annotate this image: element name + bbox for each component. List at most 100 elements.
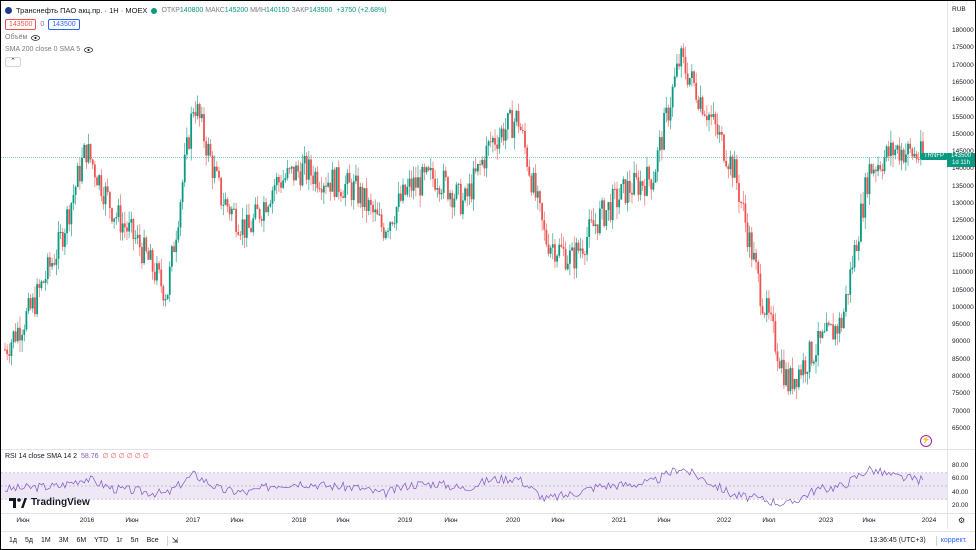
- lightning-icon[interactable]: ⚡: [920, 435, 932, 447]
- candle: [85, 144, 88, 169]
- timeframe-button[interactable]: Все: [146, 537, 159, 544]
- clock[interactable]: 13:36:45 (UTC+3): [869, 537, 926, 544]
- collapse-legend-button[interactable]: ⌃: [5, 57, 21, 67]
- rsi-chart[interactable]: [1, 449, 947, 513]
- rsi-line: [4, 465, 924, 507]
- candle: [872, 163, 875, 177]
- candle: [695, 72, 698, 104]
- candle: [622, 176, 625, 194]
- candle: [185, 127, 188, 160]
- candle: [536, 185, 539, 210]
- candle: [673, 67, 676, 89]
- candle: [699, 85, 702, 113]
- candle: [643, 178, 646, 206]
- timeframe-button[interactable]: 1д: [9, 537, 17, 544]
- candle: [25, 307, 28, 332]
- candle: [333, 167, 336, 201]
- candle: [327, 172, 330, 188]
- candle: [487, 139, 490, 157]
- candle: [126, 221, 128, 241]
- pane-divider[interactable]: [1, 449, 975, 450]
- time-tick-label: 2018: [291, 517, 307, 524]
- candle: [513, 118, 516, 150]
- candle: [652, 171, 655, 192]
- candle: [573, 236, 576, 279]
- candle: [318, 181, 321, 192]
- rsi-axis[interactable]: 80.00 60.00 40.00 20.00: [947, 449, 975, 513]
- rsi-label[interactable]: RSI 14 close SMA 14 2: [5, 452, 77, 460]
- candle: [701, 95, 704, 116]
- candle: [849, 261, 852, 303]
- candle: [230, 206, 233, 222]
- sell-button[interactable]: 143500: [5, 19, 37, 30]
- candle: [613, 182, 616, 200]
- time-axis[interactable]: Июн 2016 Июн 2017 Июн 2018 Июн 2019 Июн 2020 Июн 20…: [1, 513, 947, 529]
- currency-label[interactable]: RUB: [952, 6, 966, 13]
- candle: [635, 163, 638, 181]
- candle: [160, 258, 163, 294]
- candle: [776, 343, 779, 372]
- tradingview-watermark[interactable]: TradingView: [9, 497, 90, 508]
- candle: [549, 245, 552, 258]
- candle: [123, 211, 126, 239]
- candle: [624, 179, 627, 206]
- price-chart[interactable]: [1, 1, 947, 449]
- candle: [697, 95, 700, 111]
- candle: [556, 253, 558, 268]
- candle: [633, 161, 636, 196]
- candle: [494, 129, 496, 152]
- candle: [192, 107, 195, 118]
- timeframe-button[interactable]: 3М: [58, 537, 69, 544]
- candle: [738, 174, 740, 214]
- candle: [800, 364, 802, 379]
- toolbar-divider: [935, 535, 937, 546]
- candle: [676, 54, 678, 79]
- symbol-title[interactable]: Транснефть ПАО акц.пр. · 1Н · MOEX: [16, 6, 148, 15]
- timeframe-button[interactable]: 1г: [116, 537, 123, 544]
- candle: [543, 211, 546, 241]
- gear-icon[interactable]: ⚙: [958, 516, 966, 525]
- candle: [560, 233, 563, 248]
- candle: [265, 197, 267, 214]
- volume-label[interactable]: Объём: [5, 34, 28, 41]
- time-tick-label: 2019: [397, 517, 413, 524]
- price-tick-label: 175000: [952, 44, 974, 52]
- eye-icon[interactable]: [84, 46, 94, 53]
- candle: [605, 209, 608, 231]
- candle: [284, 173, 287, 184]
- timeframe-button[interactable]: 5д: [24, 537, 33, 544]
- timeframe-button[interactable]: 6М: [76, 537, 87, 544]
- candle: [783, 349, 785, 389]
- eye-icon[interactable]: [31, 34, 41, 41]
- candle: [374, 199, 377, 222]
- timeframe-button[interactable]: YTD: [94, 537, 109, 544]
- buy-button[interactable]: 143500: [48, 19, 80, 30]
- candle: [787, 362, 790, 396]
- candle: [136, 225, 139, 245]
- candle: [735, 154, 738, 191]
- candle: [515, 109, 518, 126]
- time-tick-label: Июн: [125, 517, 139, 524]
- candle: [817, 321, 820, 367]
- candle: [173, 241, 175, 253]
- candle: [881, 163, 884, 180]
- sma-label[interactable]: SMA 200 close 0 SMA 5: [5, 46, 81, 53]
- candle: [564, 241, 567, 271]
- candle: [297, 160, 300, 179]
- candle: [432, 161, 434, 187]
- candle: [757, 259, 760, 283]
- price-tick-label: 70000: [952, 407, 971, 415]
- price-axis[interactable]: RUB 180000 175000 170000 165000 160000 155000…: [947, 1, 975, 449]
- candle: [141, 242, 143, 269]
- timeframe-button[interactable]: 1М: [40, 537, 51, 544]
- candle: [252, 213, 255, 236]
- rsi-value: 58.76: [80, 452, 99, 460]
- candle: [485, 136, 488, 178]
- date-range-icon[interactable]: ⇲: [171, 536, 179, 545]
- candle: [558, 238, 561, 259]
- adjust-toggle[interactable]: коррект.: [940, 537, 967, 544]
- timeframe-button[interactable]: 5л: [130, 537, 139, 544]
- candle: [331, 161, 334, 192]
- time-tick-label: 2023: [818, 517, 834, 524]
